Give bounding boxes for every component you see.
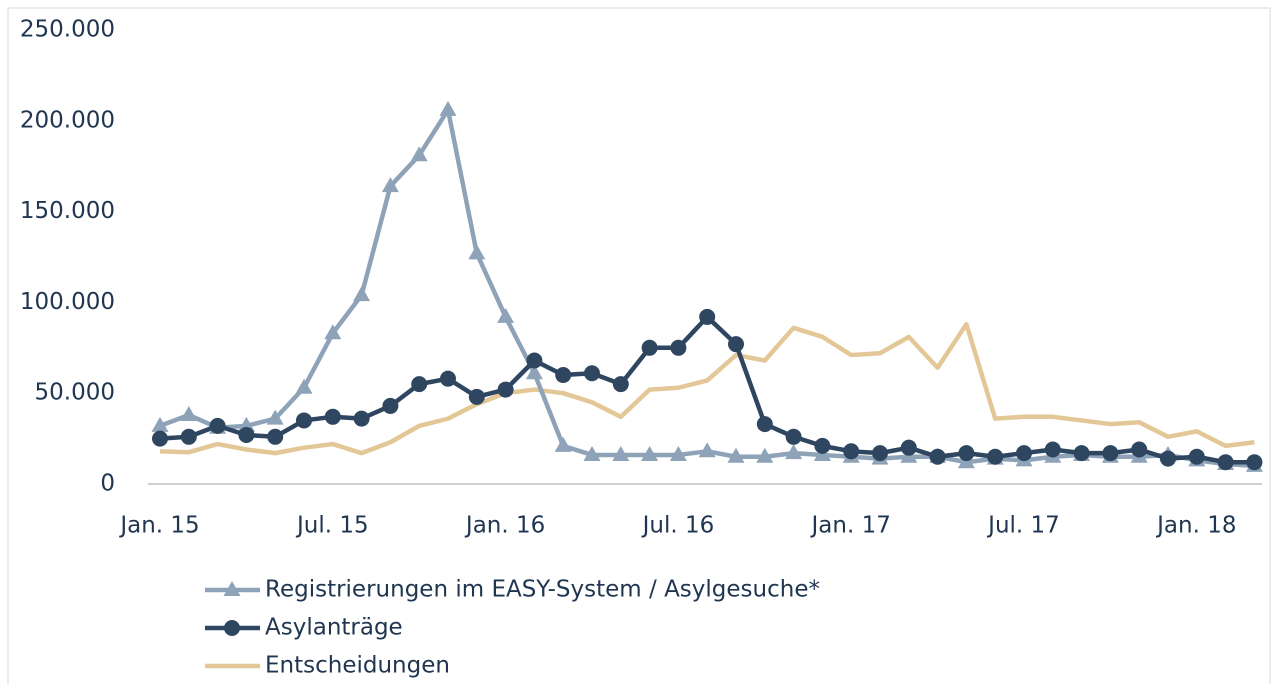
series-line (159, 321, 1255, 456)
legend-label: Entscheidungen (265, 653, 450, 679)
data-point (554, 436, 572, 452)
x-tick-label: Jul. 15 (295, 513, 369, 539)
data-point (151, 416, 169, 432)
data-point (728, 336, 744, 353)
legend-marker (223, 581, 241, 596)
legend-label: Registrierungen im EASY-System / Asylges… (265, 577, 820, 603)
data-point (353, 410, 370, 427)
data-point (468, 388, 485, 405)
data-point (209, 417, 226, 434)
data-point (1102, 445, 1119, 462)
y-tick-label: 250.000 (20, 17, 115, 43)
data-point (180, 428, 197, 445)
x-tick-label: Jan. 18 (1155, 513, 1236, 539)
y-tick-label: 0 (100, 471, 115, 497)
data-point (872, 445, 888, 462)
data-point (698, 442, 716, 458)
data-point (987, 448, 1004, 465)
data-point (324, 408, 341, 425)
data-point (583, 445, 601, 461)
series-line (159, 107, 1255, 469)
data-point (324, 324, 342, 340)
data-point (353, 286, 371, 302)
data-point (238, 426, 255, 443)
data-point (670, 339, 687, 356)
data-point (440, 370, 456, 387)
y-tick-label: 200.000 (20, 107, 115, 133)
data-point (1073, 445, 1090, 462)
data-point (785, 444, 803, 460)
chart-frame (7, 7, 1271, 684)
data-point (900, 439, 917, 456)
data-point (497, 381, 514, 398)
data-point (526, 352, 543, 369)
y-tick-label: 100.000 (20, 289, 115, 315)
data-point (699, 308, 716, 325)
data-point (929, 448, 946, 465)
data-point (584, 365, 600, 382)
data-point (641, 339, 658, 356)
data-point (814, 437, 831, 454)
legend-label: Asylanträge (265, 615, 403, 641)
data-point (1016, 445, 1032, 462)
x-tick-label: Jan. 16 (464, 513, 545, 539)
data-point (180, 405, 198, 421)
series-line (159, 314, 1255, 465)
y-tick-label: 50.000 (35, 380, 115, 406)
data-point (843, 443, 860, 460)
data-point (785, 428, 802, 445)
data-point (1131, 441, 1148, 458)
x-tick-label: Jan. 17 (810, 513, 891, 539)
x-tick-label: Jul. 17 (986, 513, 1060, 539)
data-point (381, 177, 399, 193)
data-point (497, 307, 515, 323)
data-point (756, 447, 774, 463)
data-point (1044, 441, 1061, 458)
data-point (641, 445, 659, 461)
data-point (756, 416, 773, 433)
data-point (1217, 454, 1234, 471)
data-point (266, 409, 284, 425)
data-point (525, 364, 543, 380)
y-tick-label: 150.000 (20, 198, 115, 224)
data-point (382, 397, 399, 414)
data-point (555, 367, 572, 384)
data-point (152, 430, 168, 447)
data-point (267, 428, 284, 445)
data-point (1188, 448, 1205, 465)
data-point (727, 447, 745, 463)
data-point (1160, 450, 1176, 467)
data-point (296, 412, 312, 429)
data-point (410, 146, 428, 162)
data-point (237, 416, 255, 432)
data-point (295, 378, 313, 394)
data-point (612, 376, 629, 393)
x-tick-label: Jan. 15 (118, 513, 199, 539)
data-point (439, 100, 457, 116)
x-tick-label: Jul. 16 (641, 513, 715, 539)
data-point (958, 445, 975, 462)
data-point (612, 445, 630, 461)
data-point (1246, 454, 1263, 471)
data-point (411, 376, 428, 393)
legend-marker (224, 620, 240, 636)
data-point (468, 244, 486, 260)
data-point (669, 445, 687, 461)
